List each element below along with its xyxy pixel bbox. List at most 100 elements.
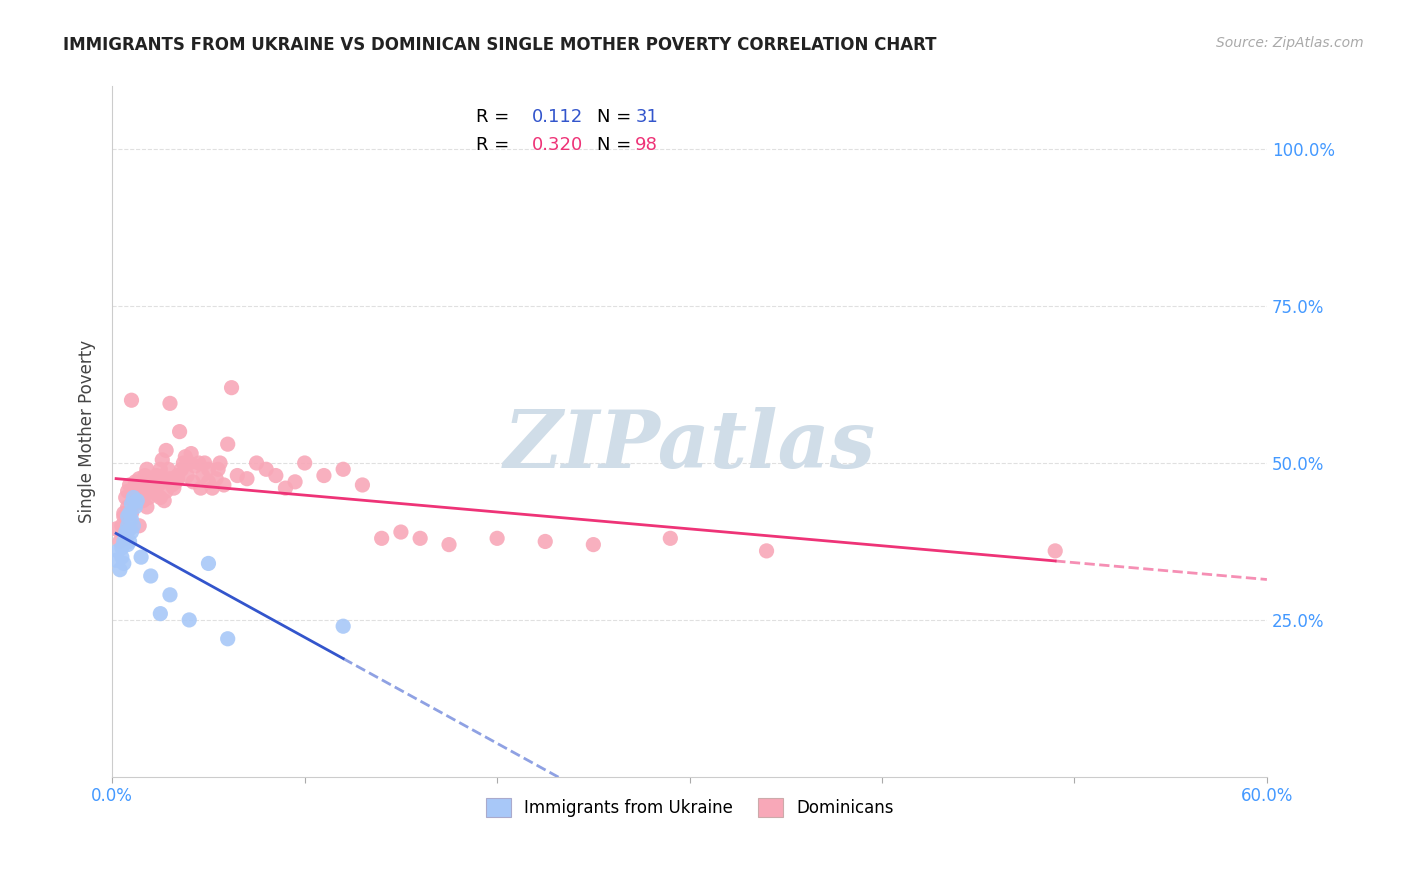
Point xyxy=(155,443,177,458)
Point xyxy=(155,484,177,499)
Point xyxy=(486,532,509,546)
Point xyxy=(138,481,160,495)
Point xyxy=(179,613,201,627)
Point xyxy=(534,534,557,549)
Point xyxy=(138,491,160,505)
Text: 0.112: 0.112 xyxy=(531,109,582,127)
Point xyxy=(139,478,162,492)
Point xyxy=(172,456,194,470)
Text: 31: 31 xyxy=(636,109,658,127)
Point xyxy=(217,632,239,646)
Point xyxy=(129,550,152,565)
Point xyxy=(112,506,135,520)
Point xyxy=(149,491,172,505)
Point xyxy=(117,500,139,514)
Text: N =: N = xyxy=(598,109,637,127)
Point xyxy=(659,532,682,546)
Point xyxy=(180,447,202,461)
Point xyxy=(150,453,173,467)
Point xyxy=(1045,544,1067,558)
Point xyxy=(163,481,186,495)
Text: ZIPatlas: ZIPatlas xyxy=(503,407,876,484)
Point xyxy=(105,553,128,567)
Point xyxy=(114,491,136,505)
Point xyxy=(389,524,412,539)
Point xyxy=(111,550,134,565)
Point xyxy=(124,500,146,514)
Point xyxy=(245,456,267,470)
Point xyxy=(157,462,180,476)
Point xyxy=(135,462,157,476)
Point xyxy=(205,472,228,486)
Point xyxy=(208,456,231,470)
Point xyxy=(132,484,155,499)
Point xyxy=(122,484,145,499)
Point xyxy=(108,563,131,577)
Point xyxy=(129,487,152,501)
Point xyxy=(409,532,432,546)
Point xyxy=(112,534,135,549)
Point xyxy=(166,472,188,486)
Point xyxy=(112,509,135,524)
Point xyxy=(128,518,150,533)
Point xyxy=(127,491,149,505)
Point xyxy=(111,541,134,555)
Point xyxy=(122,493,145,508)
Point xyxy=(312,468,335,483)
Point xyxy=(121,497,143,511)
Point xyxy=(107,544,129,558)
Point xyxy=(121,393,143,408)
Point xyxy=(174,450,197,464)
Point xyxy=(121,524,143,539)
Point xyxy=(284,475,307,489)
Point xyxy=(114,528,136,542)
Point xyxy=(122,491,145,505)
Point xyxy=(118,506,141,520)
Point xyxy=(190,481,212,495)
Point xyxy=(143,484,166,499)
Point xyxy=(124,497,146,511)
Point xyxy=(755,544,778,558)
Point xyxy=(201,481,224,495)
Text: Source: ZipAtlas.com: Source: ZipAtlas.com xyxy=(1216,36,1364,50)
Point xyxy=(191,468,214,483)
Point xyxy=(117,518,139,533)
Point xyxy=(142,481,165,495)
Point xyxy=(264,468,287,483)
Point xyxy=(184,459,207,474)
Point xyxy=(352,478,374,492)
Point xyxy=(129,478,152,492)
Point xyxy=(128,472,150,486)
Point xyxy=(118,478,141,492)
Point xyxy=(117,509,139,524)
Text: R =: R = xyxy=(477,136,515,154)
Point xyxy=(179,456,201,470)
Point xyxy=(332,462,354,476)
Point xyxy=(197,462,219,476)
Point xyxy=(274,481,297,495)
Point xyxy=(149,607,172,621)
Point xyxy=(181,475,204,489)
Text: N =: N = xyxy=(598,136,637,154)
Point xyxy=(187,456,209,470)
Legend: Immigrants from Ukraine, Dominicans: Immigrants from Ukraine, Dominicans xyxy=(479,791,900,824)
Point xyxy=(114,532,136,546)
Point xyxy=(437,538,460,552)
Y-axis label: Single Mother Poverty: Single Mother Poverty xyxy=(79,340,96,524)
Point xyxy=(105,522,128,536)
Point xyxy=(197,475,219,489)
Point xyxy=(194,456,217,470)
Point xyxy=(118,534,141,549)
Point xyxy=(153,493,176,508)
Point xyxy=(108,534,131,549)
Point xyxy=(118,522,141,536)
Point xyxy=(118,522,141,536)
Text: 98: 98 xyxy=(636,136,658,154)
Point xyxy=(114,532,136,546)
Point xyxy=(159,396,181,410)
Point xyxy=(117,484,139,499)
Point xyxy=(142,472,165,486)
Point xyxy=(122,518,145,533)
Point xyxy=(254,462,277,476)
Point xyxy=(160,478,183,492)
